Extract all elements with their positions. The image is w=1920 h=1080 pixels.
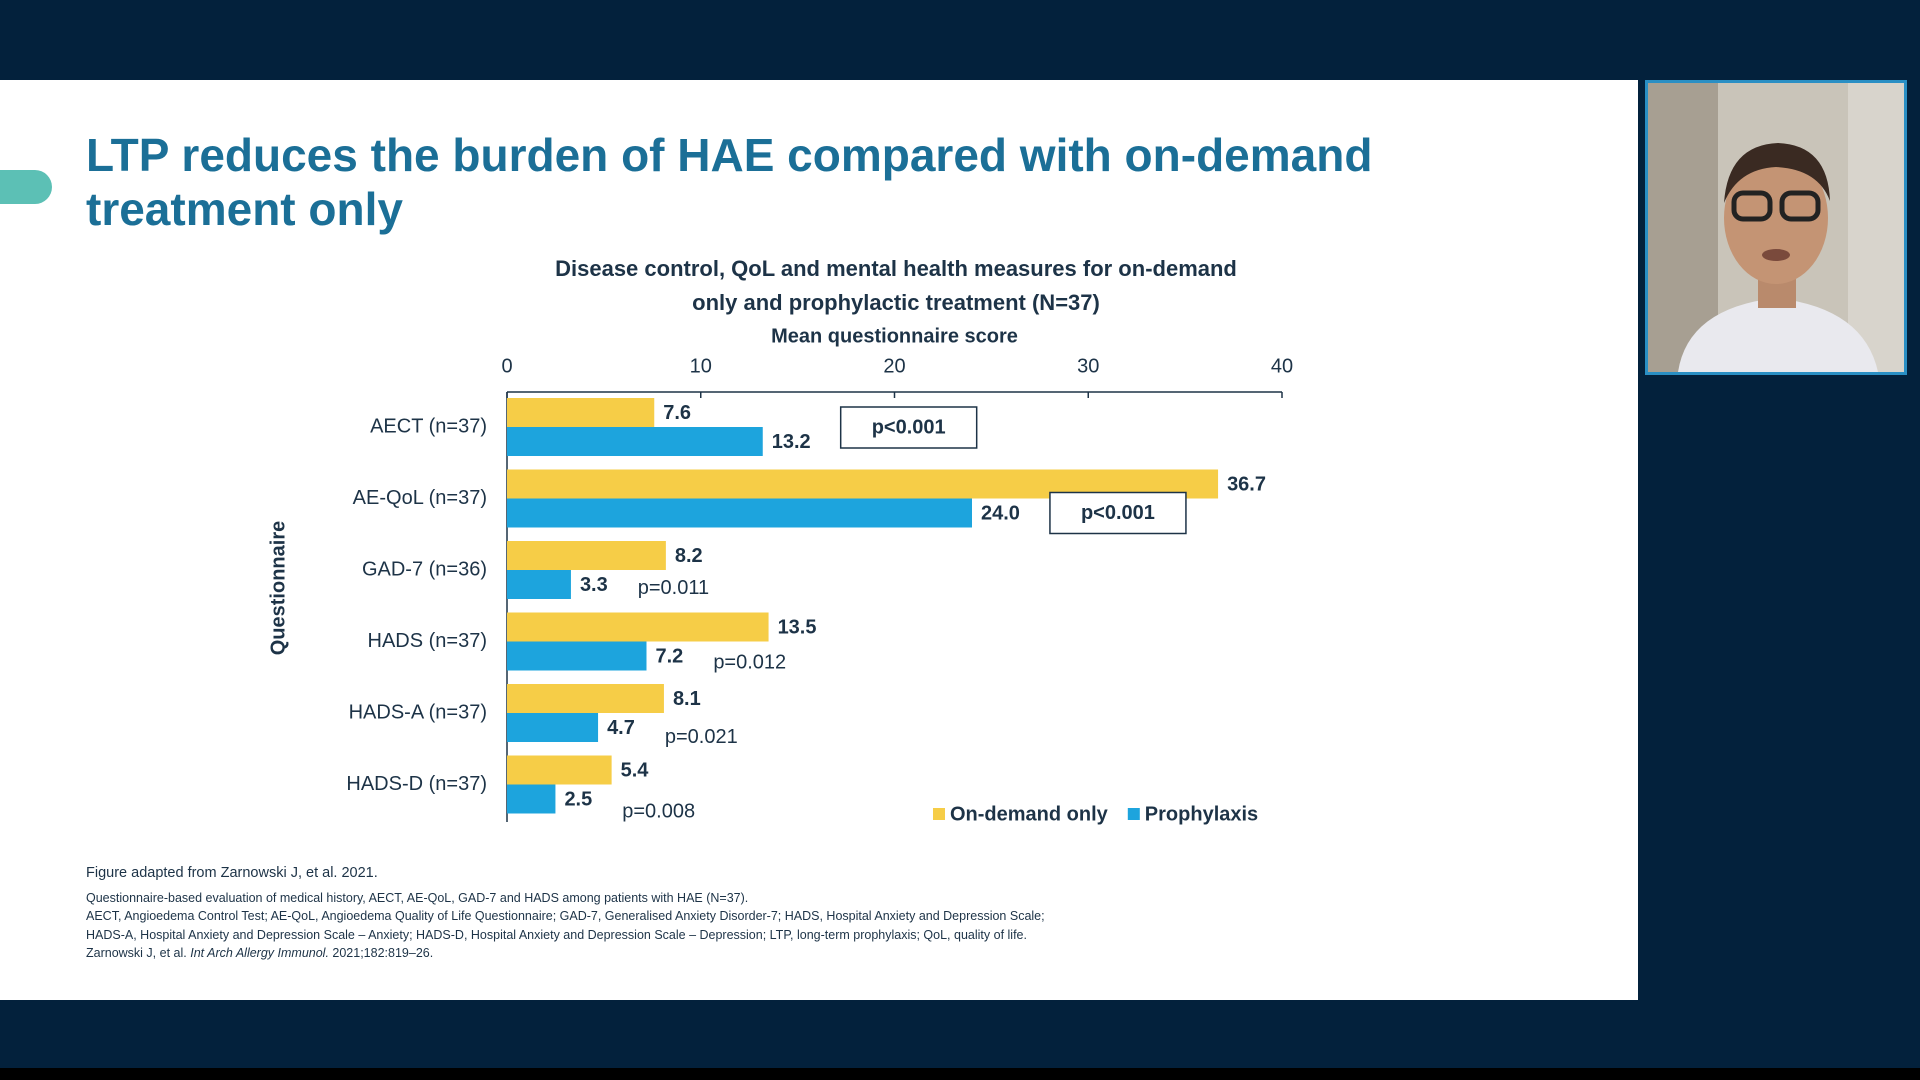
- webcam-image: [1648, 83, 1904, 372]
- reference: Zarnowski J, et al. Int Arch Allergy Imm…: [86, 944, 1045, 963]
- bottom-strip: [0, 1068, 1920, 1080]
- bar: [507, 641, 647, 671]
- bar: [507, 713, 599, 742]
- value-label: 5.4: [621, 759, 650, 781]
- footnote: AECT, Angioedema Control Test; AE-QoL, A…: [86, 909, 1045, 923]
- bar: [507, 784, 556, 814]
- bar: [507, 570, 571, 599]
- x-axis-label: Mean questionnaire score: [771, 325, 1018, 347]
- value-label: 13.5: [778, 616, 817, 638]
- ref-authors: Zarnowski J, et al.: [86, 946, 187, 960]
- slide: [0, 80, 1638, 1000]
- value-label: 7.2: [656, 645, 684, 667]
- x-tick-label: 20: [883, 355, 905, 377]
- bar: [507, 612, 769, 642]
- x-tick-label: 0: [501, 355, 512, 377]
- p-value-box: [1049, 491, 1187, 535]
- p-value: p<0.001: [872, 416, 946, 438]
- value-label: 8.1: [673, 688, 701, 710]
- value-label: 4.7: [607, 717, 635, 739]
- category-label: HADS (n=37): [368, 630, 488, 652]
- value-label: 7.6: [663, 402, 691, 424]
- accent-tab: [0, 170, 52, 204]
- p-value: p=0.011: [638, 577, 709, 599]
- bar: [507, 398, 655, 427]
- p-value: p=0.008: [622, 800, 695, 822]
- y-axis-label: Questionnaire: [267, 521, 289, 655]
- category-label: HADS-A (n=37): [349, 701, 487, 723]
- footnotes: Figure adapted from Zarnowski J, et al. …: [86, 864, 1045, 963]
- category-label: AE-QoL (n=37): [353, 487, 487, 509]
- chart-title: Disease control, QoL and mental health m…: [555, 256, 1237, 315]
- footnote: HADS-A, Hospital Anxiety and Depression …: [86, 927, 1027, 942]
- legend-label: On-demand only: [950, 803, 1109, 825]
- value-label: 24.0: [981, 502, 1020, 524]
- p-value: p=0.012: [713, 651, 786, 673]
- p-value-box: [839, 406, 978, 449]
- category-label: AECT (n=37): [370, 415, 487, 437]
- x-tick-label: 10: [690, 355, 712, 377]
- webcam-feed: [1645, 80, 1907, 375]
- p-value: p<0.001: [1081, 502, 1155, 524]
- legend-swatch: [1127, 808, 1140, 820]
- x-tick-label: 30: [1077, 355, 1099, 377]
- source-note: Figure adapted from Zarnowski J, et al. …: [86, 865, 378, 881]
- legend-label: Prophylaxis: [1145, 803, 1258, 825]
- bar: [507, 498, 972, 528]
- category-label: GAD-7 (n=36): [362, 558, 487, 580]
- value-label: 36.7: [1227, 473, 1266, 495]
- footnote: Questionnaire-based evaluation of medica…: [86, 890, 749, 905]
- p-value: p=0.021: [665, 726, 738, 748]
- bar: [507, 427, 763, 456]
- ref-citation: 2021;182:819–26.: [332, 946, 434, 960]
- value-label: 3.3: [580, 574, 608, 596]
- ref-journal: Int Arch Allergy Immunol.: [190, 946, 329, 960]
- bar: [507, 541, 666, 570]
- category-label: HADS-D (n=37): [346, 773, 487, 795]
- bar: [507, 755, 612, 785]
- value-label: 2.5: [564, 788, 592, 810]
- slide-title: LTP reduces the burden of HAE compared w…: [86, 129, 1373, 235]
- value-label: 13.2: [772, 431, 811, 453]
- legend-swatch: [933, 808, 945, 820]
- bar: [507, 684, 664, 713]
- x-tick-label: 40: [1271, 355, 1293, 377]
- value-label: 8.2: [675, 545, 703, 567]
